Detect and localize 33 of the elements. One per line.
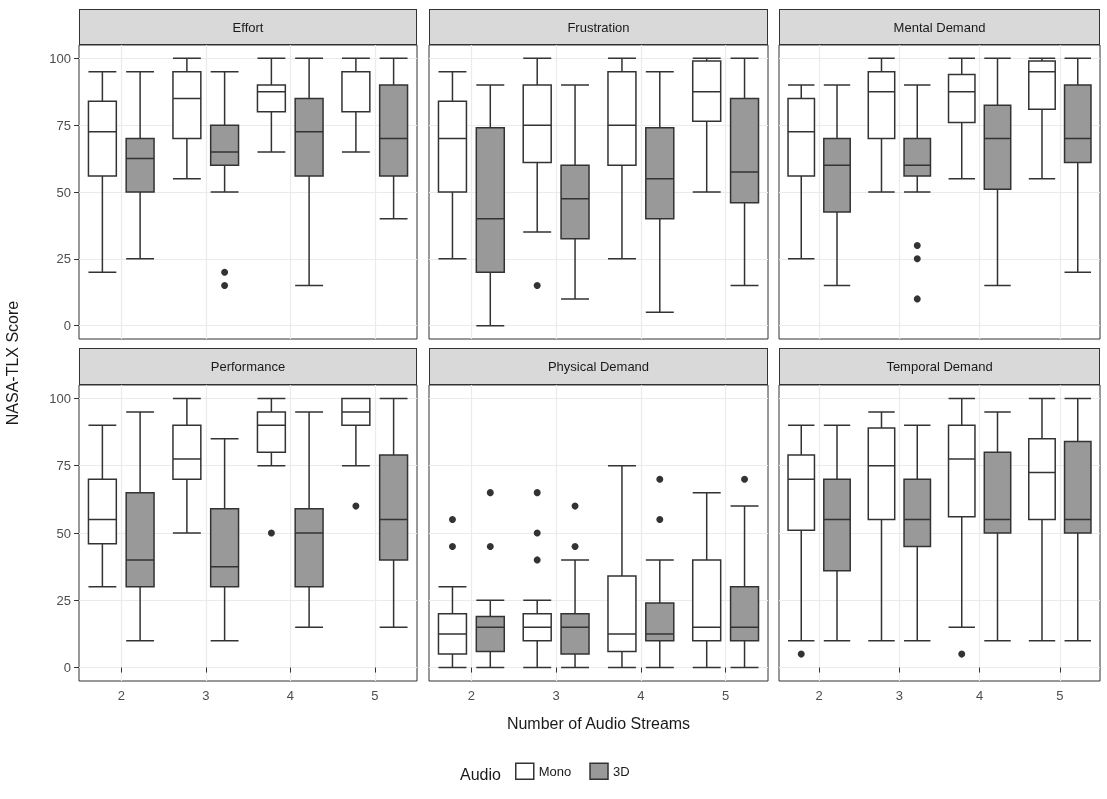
x-tick-label: 3 <box>202 688 210 703</box>
x-tick-label: 5 <box>371 688 379 703</box>
x-tick-label: 4 <box>286 688 294 703</box>
y-tick-label: 25 <box>56 251 71 267</box>
x-tick-label: 3 <box>552 688 560 703</box>
legend-label: Mono <box>538 763 572 779</box>
x-tick-label: 3 <box>895 688 903 703</box>
y-tick-label: 25 <box>56 592 71 608</box>
x-tick-label: 4 <box>976 688 984 703</box>
y-axis-title: NASA-TLX Score <box>4 300 22 425</box>
y-tick-label: 0 <box>63 660 71 676</box>
y-tick-label: 100 <box>49 50 71 66</box>
chart-title: Temporal Demand <box>779 348 1100 385</box>
x-axis-title: Number of Audio Streams <box>506 714 691 732</box>
x-tick-label: 2 <box>815 688 823 703</box>
chart-title: Performance <box>79 348 417 385</box>
x-tick-label: 2 <box>117 688 125 703</box>
x-tick-label: 4 <box>637 688 645 703</box>
x-tick-label: 5 <box>722 688 730 703</box>
chart-title: Physical Demand <box>429 348 768 385</box>
x-tick-label: 2 <box>467 688 475 703</box>
y-tick-label: 100 <box>49 390 71 406</box>
chart-title: Frustration <box>429 9 768 45</box>
y-tick-label: 50 <box>56 525 71 541</box>
y-tick-label: 50 <box>56 184 71 200</box>
legend-title: Audio <box>460 765 502 783</box>
y-tick-label: 75 <box>56 458 71 474</box>
x-tick-label: 5 <box>1056 688 1064 703</box>
chart-title: Mental Demand <box>779 9 1100 45</box>
legend-label: 3D <box>613 763 630 779</box>
y-tick-label: 0 <box>63 318 71 334</box>
y-tick-label: 75 <box>56 117 71 133</box>
chart-title: Effort <box>79 9 417 45</box>
